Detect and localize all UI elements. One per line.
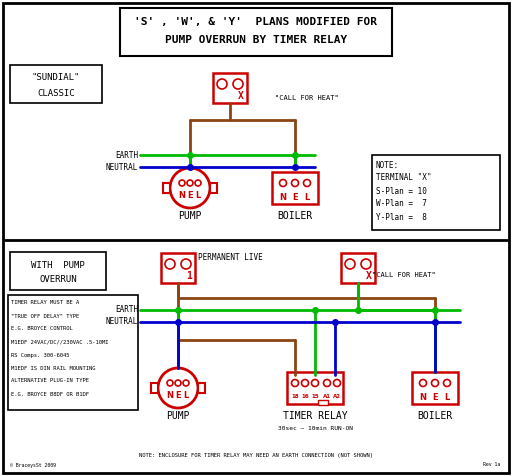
Text: CLASSIC: CLASSIC — [37, 89, 75, 99]
Text: L: L — [304, 192, 310, 201]
Circle shape — [167, 380, 173, 386]
Circle shape — [183, 380, 189, 386]
Text: 1: 1 — [186, 271, 192, 281]
Text: N: N — [166, 391, 174, 400]
Circle shape — [233, 79, 243, 89]
Bar — [198, 383, 205, 393]
Circle shape — [217, 79, 227, 89]
Bar — [210, 183, 217, 193]
Text: RS Comps. 300-6045: RS Comps. 300-6045 — [11, 353, 70, 357]
Bar — [10, 65, 102, 103]
Bar — [412, 372, 458, 404]
Text: E.G. BROYCE B8DF OR B1DF: E.G. BROYCE B8DF OR B1DF — [11, 391, 89, 397]
Circle shape — [291, 379, 298, 387]
Text: BOILER: BOILER — [417, 411, 453, 421]
Circle shape — [311, 379, 318, 387]
Bar — [318, 400, 328, 405]
Text: TIMER RELAY: TIMER RELAY — [283, 411, 347, 421]
Text: EARTH: EARTH — [115, 150, 138, 159]
Circle shape — [158, 368, 198, 408]
Text: 16: 16 — [301, 394, 309, 398]
Text: PUMP: PUMP — [166, 411, 190, 421]
Text: "CALL FOR HEAT": "CALL FOR HEAT" — [275, 95, 339, 101]
Text: E: E — [292, 192, 298, 201]
Circle shape — [181, 259, 191, 269]
Circle shape — [304, 179, 310, 187]
Text: A1: A1 — [323, 394, 331, 398]
Text: NOTE:: NOTE: — [376, 160, 399, 169]
Text: 30sec ~ 10min RUN-ON: 30sec ~ 10min RUN-ON — [278, 426, 352, 430]
Circle shape — [170, 168, 210, 208]
Text: "TRUE OFF DELAY" TYPE: "TRUE OFF DELAY" TYPE — [11, 314, 79, 318]
Text: WITH  PUMP: WITH PUMP — [31, 260, 85, 269]
Circle shape — [333, 379, 340, 387]
Text: N: N — [280, 192, 287, 201]
Text: OVERRUN: OVERRUN — [39, 276, 77, 285]
Text: PUMP OVERRUN BY TIMER RELAY: PUMP OVERRUN BY TIMER RELAY — [165, 35, 347, 45]
Bar — [161, 253, 195, 283]
Text: X: X — [238, 91, 244, 101]
Text: 18: 18 — [291, 394, 299, 398]
Circle shape — [443, 379, 451, 387]
Circle shape — [187, 180, 193, 186]
Text: A2: A2 — [333, 394, 341, 398]
Text: W-Plan =  7: W-Plan = 7 — [376, 199, 427, 208]
Text: L: L — [196, 191, 201, 200]
Text: "CALL FOR HEAT": "CALL FOR HEAT" — [372, 272, 436, 278]
Circle shape — [324, 379, 331, 387]
Circle shape — [345, 259, 355, 269]
Text: © BraceysSt 2009: © BraceysSt 2009 — [10, 463, 56, 467]
Circle shape — [419, 379, 426, 387]
Text: BOILER: BOILER — [278, 211, 313, 221]
Bar — [372, 155, 500, 230]
Text: TERMINAL "X": TERMINAL "X" — [376, 173, 432, 182]
Text: TIMER RELAY MUST BE A: TIMER RELAY MUST BE A — [11, 300, 79, 306]
Text: 'S' , 'W', & 'Y'  PLANS MODIFIED FOR: 'S' , 'W', & 'Y' PLANS MODIFIED FOR — [135, 17, 377, 27]
Bar — [287, 372, 343, 404]
Circle shape — [361, 259, 371, 269]
Text: NEUTRAL: NEUTRAL — [105, 162, 138, 171]
Bar — [341, 253, 375, 283]
Text: PUMP: PUMP — [178, 211, 202, 221]
Text: L: L — [444, 393, 450, 401]
Circle shape — [165, 259, 175, 269]
Bar — [163, 183, 170, 193]
Text: ALTERNATIVE PLUG-IN TYPE: ALTERNATIVE PLUG-IN TYPE — [11, 378, 89, 384]
Text: M1EDF IS DIN RAIL MOUNTING: M1EDF IS DIN RAIL MOUNTING — [11, 366, 96, 370]
Bar — [120, 8, 392, 56]
Text: Rev 1a: Rev 1a — [483, 463, 500, 467]
Text: 15: 15 — [311, 394, 319, 398]
Text: N: N — [179, 191, 185, 200]
Bar — [10, 252, 106, 290]
Text: L: L — [183, 391, 188, 400]
Text: X: X — [366, 271, 372, 281]
Text: E: E — [187, 191, 193, 200]
Text: NOTE: ENCLOSURE FOR TIMER RELAY MAY NEED AN EARTH CONNECTION (NOT SHOWN): NOTE: ENCLOSURE FOR TIMER RELAY MAY NEED… — [139, 454, 373, 458]
Bar — [272, 172, 318, 204]
Text: "SUNDIAL": "SUNDIAL" — [32, 73, 80, 82]
Circle shape — [179, 180, 185, 186]
Text: E: E — [432, 393, 438, 401]
Text: EARTH: EARTH — [115, 306, 138, 315]
Text: Y-Plan =  8: Y-Plan = 8 — [376, 212, 427, 221]
Text: NEUTRAL: NEUTRAL — [105, 317, 138, 327]
Text: E: E — [175, 391, 181, 400]
Circle shape — [175, 380, 181, 386]
Circle shape — [432, 379, 438, 387]
Text: N: N — [419, 393, 426, 401]
Bar — [151, 383, 158, 393]
Circle shape — [302, 379, 309, 387]
Circle shape — [195, 180, 201, 186]
Bar — [213, 73, 247, 103]
Text: E.G. BROYCE CONTROL: E.G. BROYCE CONTROL — [11, 327, 73, 331]
Circle shape — [280, 179, 287, 187]
Text: M1EDF 24VAC/DC//230VAC .5-10MI: M1EDF 24VAC/DC//230VAC .5-10MI — [11, 339, 109, 345]
Text: PERMANENT LIVE: PERMANENT LIVE — [198, 254, 262, 262]
Bar — [8, 295, 138, 410]
Circle shape — [291, 179, 298, 187]
Text: S-Plan = 10: S-Plan = 10 — [376, 187, 427, 196]
